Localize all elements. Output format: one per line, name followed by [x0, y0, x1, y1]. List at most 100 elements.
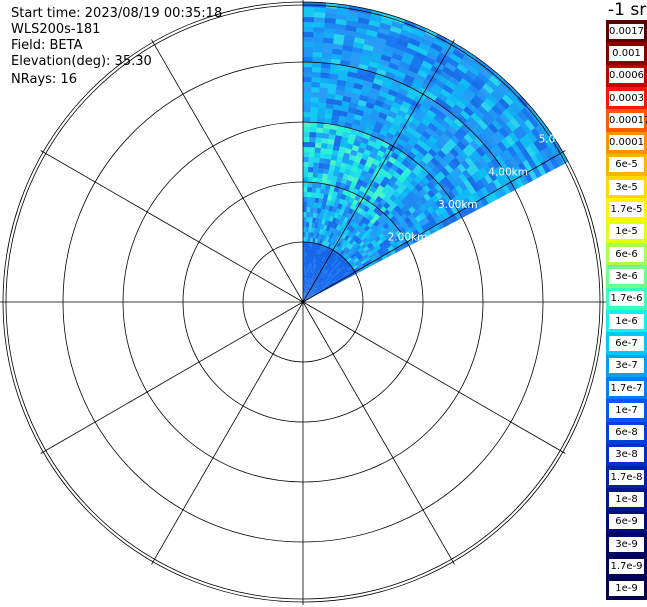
data-cell: [340, 273, 346, 278]
data-cell: [349, 203, 357, 211]
data-cell: [331, 256, 337, 263]
data-cell: [351, 234, 358, 241]
data-cell: [429, 177, 439, 187]
data-cell: [448, 75, 461, 87]
data-cell: [316, 270, 321, 276]
data-cell: [337, 248, 344, 255]
data-cell: [371, 51, 383, 60]
data-cell: [447, 138, 458, 149]
data-cell: [313, 21, 326, 28]
data-cell: [308, 289, 313, 295]
data-cell: [401, 159, 411, 168]
data-cell: [314, 264, 319, 270]
data-cell: [306, 277, 309, 283]
data-cell: [367, 250, 374, 257]
data-cell: [424, 126, 435, 137]
data-cell: [426, 91, 438, 102]
data-cell: [317, 112, 326, 119]
data-cell: [335, 259, 341, 265]
data-cell: [327, 247, 333, 254]
data-cell: [303, 236, 306, 243]
data-cell: [359, 248, 366, 255]
data-cell: [373, 142, 382, 151]
data-cell: [437, 123, 448, 134]
data-cell: [351, 240, 358, 247]
data-cell: [311, 285, 316, 291]
data-cell: [328, 254, 334, 261]
data-cell: [531, 127, 543, 141]
data-cell: [303, 191, 308, 198]
data-cell: [368, 19, 382, 28]
data-cell: [311, 278, 315, 285]
data-cell: [315, 258, 319, 265]
data-cell: [315, 269, 319, 276]
data-cell: [379, 58, 391, 68]
data-cell: [341, 267, 348, 273]
data-cell: [309, 283, 313, 289]
data-cell: [348, 251, 355, 258]
data-cell: [391, 52, 404, 62]
data-cell: [377, 63, 389, 72]
data-cell: [519, 173, 529, 186]
data-cell: [443, 115, 455, 126]
data-cell: [324, 188, 330, 196]
data-cell: [303, 2, 316, 8]
colorbar-swatch: 1e-8: [606, 488, 647, 512]
data-cell: [413, 142, 423, 152]
data-cell: [437, 170, 447, 181]
data-cell: [313, 36, 325, 43]
data-cell: [366, 242, 374, 249]
data-cell: [323, 122, 332, 130]
data-cell: [319, 187, 326, 195]
data-cell: [310, 257, 314, 264]
data-cell: [508, 87, 522, 100]
data-cell: [495, 154, 506, 167]
data-cell: [376, 149, 386, 158]
data-cell: [305, 276, 307, 283]
data-cell: [361, 243, 368, 250]
data-cell: [321, 203, 327, 210]
data-cell: [346, 274, 352, 279]
data-cell: [360, 259, 367, 265]
data-cell: [318, 167, 325, 174]
data-cell: [303, 256, 305, 263]
data-cell: [304, 246, 308, 253]
data-cell: [430, 210, 439, 220]
data-cell: [349, 232, 356, 239]
data-cell: [386, 34, 400, 44]
data-cell: [309, 242, 313, 248]
data-cell: [487, 93, 500, 106]
data-cell: [539, 148, 551, 162]
data-cell: [327, 236, 333, 243]
data-cell: [303, 106, 312, 113]
data-cell: [397, 87, 409, 97]
data-cell: [328, 133, 337, 141]
data-cell: [323, 193, 329, 200]
data-cell: [340, 54, 352, 62]
data-cell: [348, 238, 355, 245]
colorbar-label: 0.0017: [609, 23, 644, 39]
data-cell: [321, 273, 326, 280]
data-cell: [412, 55, 425, 66]
data-cell: [426, 160, 437, 170]
data-cell: [306, 201, 312, 208]
range-label: 5.00km: [539, 134, 579, 146]
data-cell: [449, 147, 460, 158]
data-cell: [325, 153, 333, 160]
data-cell: [316, 182, 322, 189]
data-cell: [438, 205, 448, 214]
data-cell: [336, 268, 343, 274]
data-cell: [418, 42, 432, 52]
data-cell: [315, 187, 322, 194]
data-cell: [334, 234, 340, 241]
data-cell: [305, 293, 310, 299]
data-cell: [303, 16, 315, 23]
data-cell: [344, 29, 357, 38]
data-cell: [505, 170, 516, 182]
data-cell: [452, 103, 464, 115]
data-cell: [314, 248, 318, 254]
data-cell: [448, 160, 458, 171]
data-cell: [511, 142, 522, 155]
data-cell: [326, 178, 333, 186]
data-cell: [466, 102, 478, 114]
